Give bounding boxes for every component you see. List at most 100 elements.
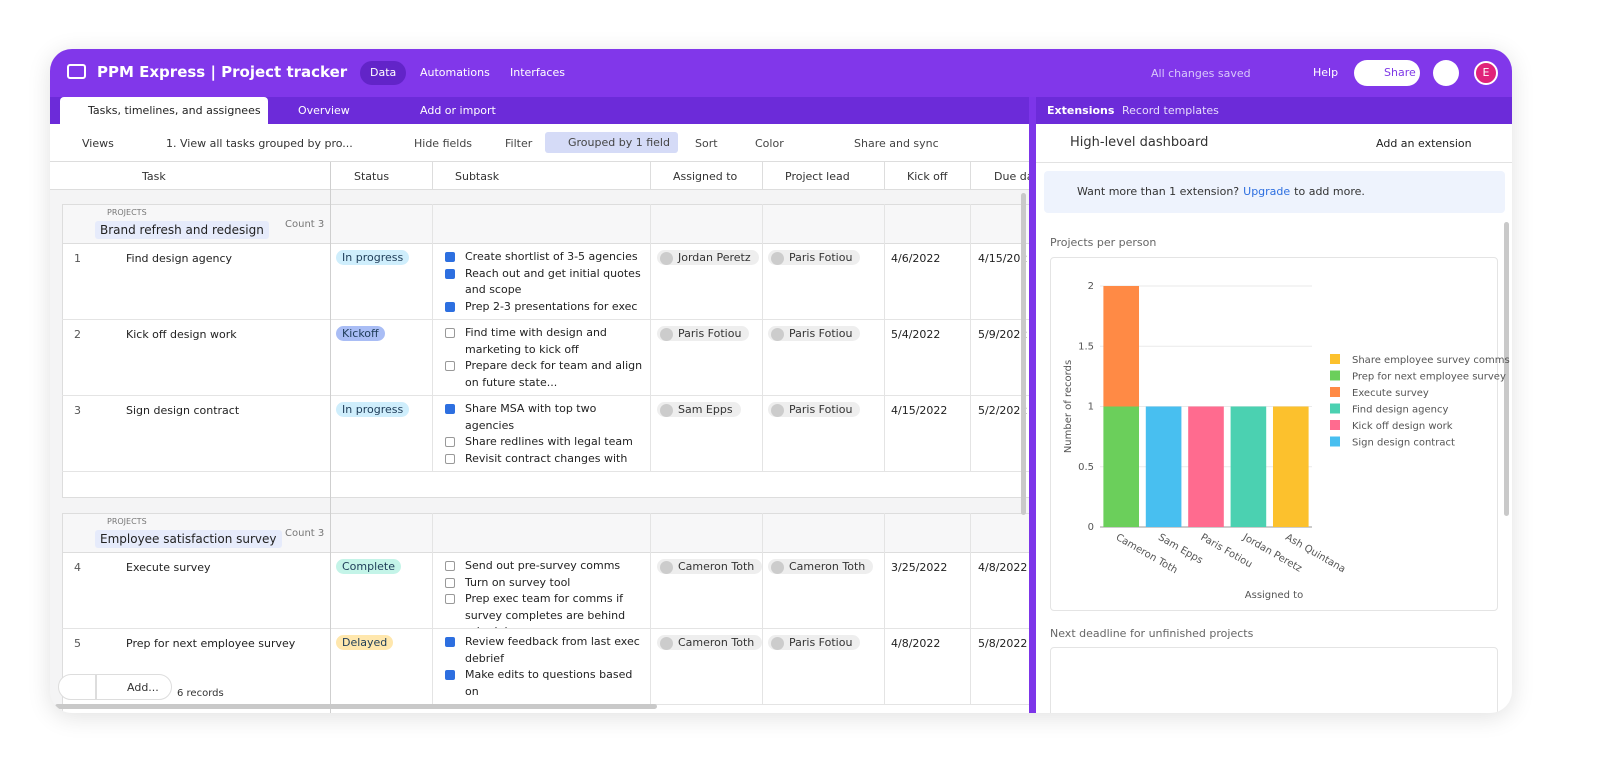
due-date: 5/9/2022: [978, 328, 1028, 341]
toolbar-action[interactable]: Filter: [505, 137, 533, 150]
checkbox[interactable]: [445, 437, 455, 447]
subtask-text: Revisit contract changes with execs: [465, 451, 628, 472]
panel-scrollbar: [1504, 222, 1509, 516]
view-name[interactable]: 1. View all tasks grouped by pro...: [166, 137, 353, 150]
task-name[interactable]: Execute survey: [126, 561, 211, 574]
header-bar: [50, 49, 1512, 97]
upgrade-banner: Want more than 1 extension? Upgrade to add…: [1044, 171, 1505, 213]
checkbox-checked[interactable]: [445, 404, 455, 414]
add-row[interactable]: [70, 476, 82, 488]
frozen-divider: [330, 162, 331, 713]
column-divider: [970, 162, 971, 190]
nav-tab[interactable]: Automations: [420, 66, 490, 79]
person-avatar: [660, 404, 673, 417]
person-avatar: [660, 637, 673, 650]
avatar[interactable]: E: [1474, 61, 1498, 85]
subtask: Turn on survey tool: [440, 575, 646, 592]
subtask: Share redlines with legal team: [440, 434, 646, 451]
task-name[interactable]: Find design agency: [126, 252, 233, 265]
person-avatar: [660, 328, 673, 341]
subtask-cell: Create shortlist of 3-5 agencies Reach ou…: [440, 249, 646, 319]
tab-bar: [50, 97, 1512, 124]
subtask-cell: Send out pre-survey comms Turn on survey …: [440, 558, 646, 628]
checkbox[interactable]: [445, 594, 455, 604]
checkbox-checked[interactable]: [445, 252, 455, 262]
table-tab-active[interactable]: Tasks, timelines, and assignees: [60, 97, 268, 124]
checkbox-checked[interactable]: [445, 268, 455, 279]
chart-title: Projects per person: [1050, 236, 1157, 249]
group-count: Count 3: [285, 219, 325, 230]
task-name[interactable]: Prep for next employee survey: [126, 637, 296, 650]
share-button[interactable]: Share: [1354, 60, 1420, 86]
checkbox[interactable]: [445, 361, 455, 371]
subtask: Prep exec team for comms if survey compl…: [440, 591, 646, 628]
checkbox[interactable]: [445, 577, 455, 588]
cell-divider: [884, 204, 885, 472]
subtask: Prepare deck for team and align on futur…: [440, 358, 646, 391]
person-avatar: [771, 404, 784, 417]
add-extension[interactable]: Add an extension: [1376, 137, 1472, 150]
footer-add[interactable]: [58, 674, 96, 700]
person-avatar: [660, 252, 673, 265]
toolbar-action[interactable]: Grouped by 1 field: [545, 132, 678, 153]
group-box: [62, 204, 1030, 498]
subtask: Prep 2-3 presentations for exec ...: [440, 299, 646, 319]
column-divider: [762, 162, 763, 190]
column-label: Task: [142, 170, 166, 183]
footer-add-button[interactable]: Add...: [96, 674, 172, 700]
panel-tab[interactable]: Record templates: [1122, 104, 1219, 117]
task-name[interactable]: Sign design contract: [126, 404, 240, 417]
base-title[interactable]: PPM Express | Project tracker: [97, 63, 348, 81]
add-row[interactable]: [70, 709, 82, 713]
subtask-text: Reach out and get initial quotes and sco…: [465, 266, 641, 297]
checkbox-checked[interactable]: [445, 301, 455, 312]
person-pill: Cameron Toth: [657, 559, 763, 574]
nav-tab[interactable]: Interfaces: [510, 66, 565, 79]
subtask-text: Turn on survey tool: [465, 575, 571, 589]
subtask-text: Send out pre-survey comms: [465, 559, 621, 572]
subtask-text: Review feedback from last exec debrief: [465, 635, 640, 665]
status-pill: In progress: [336, 250, 410, 265]
due-date: 4/8/2022: [978, 561, 1028, 574]
task-name[interactable]: Kick off design work: [126, 328, 237, 341]
column-header: [50, 162, 1030, 190]
checkbox[interactable]: [445, 561, 455, 571]
panel-tab[interactable]: Extensions: [1047, 104, 1115, 117]
row-line: [62, 471, 1030, 472]
views-button[interactable]: Views: [82, 137, 114, 150]
toolbar-action[interactable]: Color: [755, 137, 784, 150]
group-name: Brand refresh and redesign: [95, 221, 269, 239]
subtask-text: Find time with design and marketing to k…: [465, 326, 607, 356]
checkbox[interactable]: [445, 453, 455, 464]
notifications[interactable]: [1433, 60, 1459, 86]
toolbar-action[interactable]: Sort: [695, 137, 718, 150]
banner-link[interactable]: Upgrade: [1243, 185, 1291, 198]
row-line: [62, 395, 1030, 396]
nav-tab[interactable]: Data: [360, 61, 407, 85]
add-table[interactable]: Add or import: [420, 104, 496, 117]
subtask-text: Share redlines with legal team: [465, 435, 633, 448]
column-label: Due da: [994, 170, 1034, 183]
group-count: Count 3: [285, 528, 325, 539]
status-pill: Delayed: [336, 635, 394, 650]
subtask: Send out pre-survey comms: [440, 558, 646, 575]
column-label: Kick off: [907, 170, 948, 183]
person-pill: Jordan Peretz: [657, 250, 759, 265]
subtask: Reach out and get initial quotes and sco…: [440, 266, 646, 299]
kickoff-date: 5/4/2022: [891, 328, 941, 341]
subtask: Find time with design and marketing to k…: [440, 325, 646, 358]
help[interactable]: Help: [1313, 66, 1339, 79]
toolbar: [50, 124, 1030, 162]
row-number: 5: [74, 637, 81, 650]
table-tab[interactable]: Overview: [298, 104, 350, 117]
v-scrollbar: [1021, 193, 1026, 515]
checkbox[interactable]: [445, 328, 455, 338]
checkbox-checked[interactable]: [445, 670, 455, 680]
subtask-cell: Share MSA with top two agencies Share red…: [440, 401, 646, 471]
checkbox-checked[interactable]: [445, 637, 455, 647]
h-scrollbar: [55, 704, 657, 709]
toolbar-action[interactable]: Hide fields: [414, 137, 473, 150]
chart-box: [1050, 257, 1498, 611]
kickoff-date: 4/15/2022: [891, 404, 948, 417]
toolbar-action[interactable]: Share and sync: [854, 137, 939, 150]
